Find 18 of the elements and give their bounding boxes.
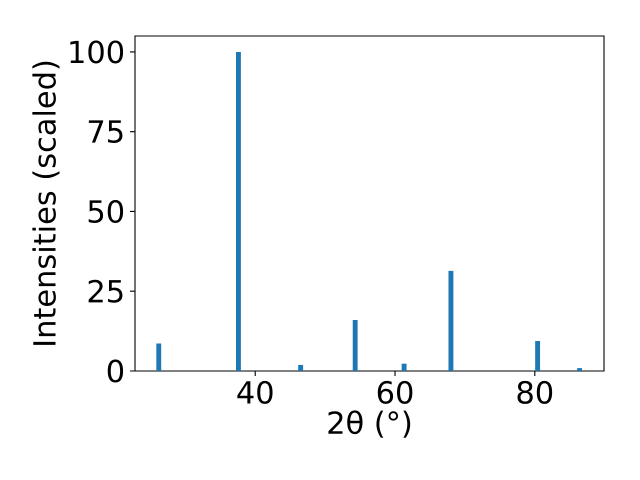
y-tick-label: 50 <box>88 200 124 223</box>
y-tick-label: 100 <box>70 40 124 64</box>
x-tick-label: 80 <box>518 380 552 404</box>
bar <box>298 364 304 371</box>
y-tick-label: 0 <box>108 359 124 383</box>
bar <box>352 320 358 371</box>
bar <box>448 270 454 371</box>
bar <box>577 368 582 371</box>
x-tick-label: 60 <box>378 380 412 404</box>
y-axis-title: Intensities (scaled) <box>32 62 60 345</box>
x-tick-label: 40 <box>237 380 273 404</box>
y-tick-label: 75 <box>88 120 122 144</box>
bar <box>156 344 162 371</box>
x-axis-title: 2θ (°) <box>328 410 410 438</box>
bar <box>236 52 241 371</box>
y-tick-label: 25 <box>88 280 122 303</box>
bar <box>535 341 540 371</box>
bar <box>402 364 407 371</box>
